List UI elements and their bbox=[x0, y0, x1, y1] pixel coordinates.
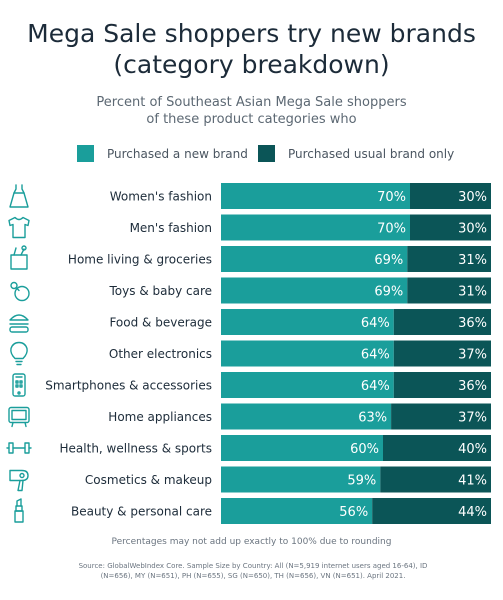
data-label-new-brand: 59% bbox=[347, 474, 376, 489]
data-label-new-brand: 60% bbox=[350, 442, 379, 457]
lightbulb-icon bbox=[10, 341, 28, 366]
source-line-1: Source: GlobalWebIndex Core. Sample Size… bbox=[78, 562, 428, 570]
bar-usual-brand bbox=[383, 435, 491, 461]
category-label: Home appliances bbox=[108, 410, 212, 424]
chart-subtitle-line-2: of these product categories who bbox=[146, 112, 357, 127]
data-label-new-brand: 56% bbox=[339, 505, 368, 520]
data-label-new-brand: 63% bbox=[358, 411, 387, 426]
bar-new-brand bbox=[221, 309, 394, 335]
data-label-usual-brand: 37% bbox=[458, 411, 487, 426]
bar-usual-brand bbox=[410, 183, 491, 209]
bar-new-brand bbox=[221, 403, 392, 430]
category-label: Toys & baby care bbox=[109, 284, 212, 298]
bar-row: Cosmetics & makeup 59% 41% bbox=[9, 466, 491, 493]
bar-usual-brand bbox=[407, 277, 491, 304]
burger-icon bbox=[9, 314, 29, 333]
bar-new-brand bbox=[221, 498, 373, 524]
bar-usual-brand bbox=[393, 309, 491, 335]
category-label: Smartphones & accessories bbox=[45, 379, 212, 393]
data-label-usual-brand: 30% bbox=[458, 190, 487, 205]
bar-row: Women's fashion 70% 30% bbox=[9, 183, 491, 209]
dress-icon bbox=[9, 184, 29, 208]
legend-swatch-usual-brand bbox=[258, 145, 275, 162]
legend: Purchased a new brand Purchased usual br… bbox=[0, 145, 503, 165]
data-label-usual-brand: 31% bbox=[458, 253, 487, 268]
source-line-2: (N=656), MY (N=651), PH (N=655), SG (N=6… bbox=[100, 572, 406, 580]
bar-row: Food & beverage 64% 36% bbox=[9, 309, 491, 335]
bar-usual-brand bbox=[393, 372, 491, 398]
footnote: Percentages may not add up exactly to 10… bbox=[111, 537, 392, 547]
bar-new-brand bbox=[221, 466, 381, 493]
bar-row: Toys & baby care 69% 31% bbox=[10, 277, 491, 304]
bar-new-brand bbox=[221, 340, 394, 367]
legend-swatch-new-brand bbox=[77, 145, 94, 162]
data-label-new-brand: 69% bbox=[374, 253, 403, 268]
bar-row: Smartphones & accessories 64% 36% bbox=[12, 372, 491, 398]
data-label-new-brand: 64% bbox=[361, 316, 390, 331]
chart-subtitle: Percent of Southeast Asian Mega Sale sho… bbox=[0, 94, 503, 128]
bar-new-brand bbox=[221, 246, 408, 272]
bar-new-brand bbox=[221, 214, 410, 241]
source-note: Source: GlobalWebIndex Core. Sample Size… bbox=[78, 561, 428, 581]
television-icon bbox=[8, 406, 30, 428]
shirt-icon bbox=[8, 216, 30, 239]
data-label-new-brand: 64% bbox=[361, 348, 390, 363]
category-label: Cosmetics & makeup bbox=[85, 473, 212, 487]
category-label: Beauty & personal care bbox=[71, 505, 212, 519]
data-label-usual-brand: 30% bbox=[458, 222, 487, 237]
data-label-usual-brand: 36% bbox=[458, 379, 487, 394]
category-label: Food & beverage bbox=[109, 316, 212, 330]
dumbbell-icon bbox=[6, 442, 32, 454]
bar-usual-brand bbox=[391, 403, 491, 430]
smartphone-icon bbox=[12, 373, 26, 397]
data-label-usual-brand: 41% bbox=[458, 474, 487, 489]
data-label-new-brand: 69% bbox=[374, 285, 403, 300]
bar-row: Beauty & personal care 56% 44% bbox=[14, 498, 491, 524]
grocery-bag-icon bbox=[10, 245, 28, 270]
lipstick-icon bbox=[14, 498, 24, 523]
data-label-usual-brand: 40% bbox=[458, 442, 487, 457]
bar-usual-brand bbox=[410, 214, 491, 241]
chart-title-line-2: (category breakdown) bbox=[113, 50, 390, 79]
category-label: Health, wellness & sports bbox=[60, 442, 212, 456]
bar-new-brand bbox=[221, 277, 408, 304]
legend-item-usual-brand: Purchased usual brand only bbox=[258, 145, 454, 162]
data-label-usual-brand: 37% bbox=[458, 348, 487, 363]
category-label: Home living & groceries bbox=[68, 253, 212, 267]
legend-label-usual-brand: Purchased usual brand only bbox=[288, 146, 455, 161]
data-label-new-brand: 70% bbox=[377, 222, 406, 237]
bar-row: Home living & groceries 69% 31% bbox=[10, 245, 491, 272]
data-label-new-brand: 70% bbox=[377, 190, 406, 205]
bar-row: Home appliances 63% 37% bbox=[8, 403, 491, 430]
category-label: Men's fashion bbox=[130, 221, 212, 235]
data-label-usual-brand: 36% bbox=[458, 316, 487, 331]
legend-item-new-brand: Purchased a new brand bbox=[77, 145, 248, 162]
category-label: Other electronics bbox=[109, 347, 212, 361]
bar-new-brand bbox=[221, 372, 394, 398]
bar-row: Men's fashion 70% 30% bbox=[8, 214, 491, 241]
bar-usual-brand bbox=[393, 340, 491, 367]
chart-subtitle-line-1: Percent of Southeast Asian Mega Sale sho… bbox=[96, 95, 407, 110]
bar-new-brand bbox=[221, 435, 383, 461]
bar-row: Health, wellness & sports 60% 40% bbox=[6, 435, 491, 461]
bar-usual-brand bbox=[407, 246, 491, 272]
data-label-new-brand: 64% bbox=[361, 379, 390, 394]
legend-label-new-brand: Purchased a new brand bbox=[107, 146, 248, 161]
category-label: Women's fashion bbox=[110, 190, 212, 204]
bar-row: Other electronics 64% 37% bbox=[10, 340, 491, 367]
data-label-usual-brand: 44% bbox=[458, 505, 487, 520]
hair-dryer-icon bbox=[9, 469, 29, 492]
baby-pacifier-icon bbox=[10, 281, 30, 302]
bar-new-brand bbox=[221, 183, 410, 209]
chart-title: Mega Sale shoppers try new brands (categ… bbox=[0, 18, 503, 80]
chart-title-line-1: Mega Sale shoppers try new brands bbox=[27, 19, 476, 48]
data-label-usual-brand: 31% bbox=[458, 285, 487, 300]
bar-usual-brand bbox=[372, 498, 491, 524]
bar-usual-brand bbox=[380, 466, 491, 493]
